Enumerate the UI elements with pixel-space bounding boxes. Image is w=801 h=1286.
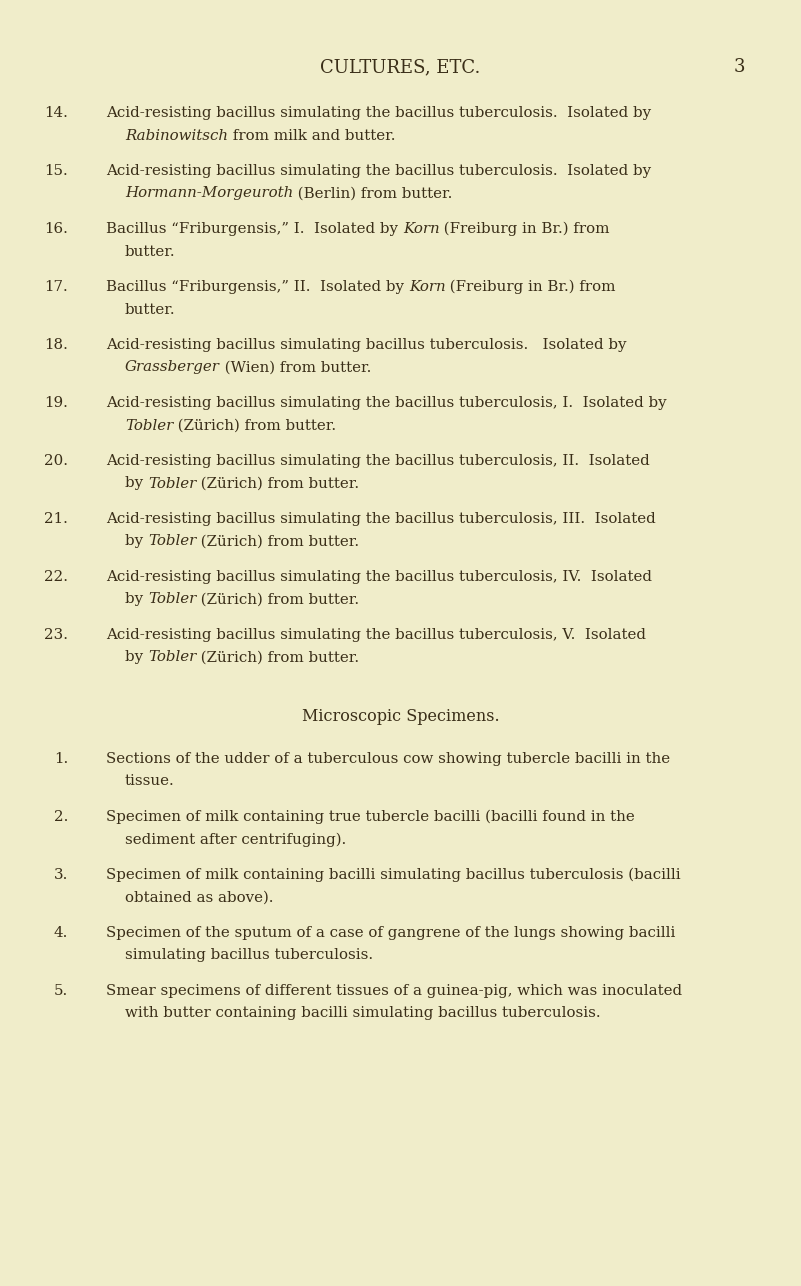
Text: tissue.: tissue. — [125, 774, 175, 788]
Text: Tobler: Tobler — [148, 535, 196, 549]
Text: by: by — [125, 593, 148, 607]
Text: 3: 3 — [734, 58, 745, 76]
Text: simulating bacillus tuberculosis.: simulating bacillus tuberculosis. — [125, 949, 373, 962]
Text: (Zürich) from butter.: (Zürich) from butter. — [196, 593, 360, 607]
Text: 16.: 16. — [44, 222, 68, 237]
Text: by: by — [125, 651, 148, 665]
Text: Acid-resisting bacillus simulating the bacillus tuberculosis, III.  Isolated: Acid-resisting bacillus simulating the b… — [106, 512, 656, 526]
Text: Specimen of the sputum of a case of gangrene of the lungs showing bacilli: Specimen of the sputum of a case of gang… — [106, 926, 675, 940]
Text: (Freiburg in Br.) from: (Freiburg in Br.) from — [445, 280, 616, 294]
Text: butter.: butter. — [125, 244, 175, 258]
Text: Bacillus “Friburgensis,” I.  Isolated by: Bacillus “Friburgensis,” I. Isolated by — [106, 222, 403, 237]
Text: Acid-resisting bacillus simulating the bacillus tuberculosis, IV.  Isolated: Acid-resisting bacillus simulating the b… — [106, 570, 652, 584]
Text: CULTURES, ETC.: CULTURES, ETC. — [320, 58, 481, 76]
Text: by: by — [125, 477, 148, 490]
Text: Rabinowitsch: Rabinowitsch — [125, 129, 228, 143]
Text: (Berlin) from butter.: (Berlin) from butter. — [293, 186, 453, 201]
Text: (Zürich) from butter.: (Zürich) from butter. — [196, 651, 360, 665]
Text: Smear specimens of different tissues of a guinea-pig, which was inoculated: Smear specimens of different tissues of … — [106, 984, 682, 998]
Text: 23.: 23. — [44, 628, 68, 642]
Text: 21.: 21. — [44, 512, 68, 526]
Text: 5.: 5. — [54, 984, 68, 998]
Text: 14.: 14. — [44, 105, 68, 120]
Text: Acid-resisting bacillus simulating bacillus tuberculosis.   Isolated by: Acid-resisting bacillus simulating bacil… — [106, 338, 626, 352]
Text: (Freiburg in Br.) from: (Freiburg in Br.) from — [440, 222, 610, 237]
Text: Acid-resisting bacillus simulating the bacillus tuberculosis, V.  Isolated: Acid-resisting bacillus simulating the b… — [106, 628, 646, 642]
Text: Tobler: Tobler — [148, 593, 196, 607]
Text: Tobler: Tobler — [125, 418, 173, 432]
Text: 4.: 4. — [54, 926, 68, 940]
Text: 15.: 15. — [44, 165, 68, 177]
Text: Specimen of milk containing true tubercle bacilli (bacilli found in the: Specimen of milk containing true tubercl… — [106, 810, 634, 824]
Text: (Zürich) from butter.: (Zürich) from butter. — [196, 535, 360, 549]
Text: Specimen of milk containing bacilli simulating bacillus tuberculosis (bacilli: Specimen of milk containing bacilli simu… — [106, 868, 681, 882]
Text: Bacillus “Friburgensis,” II.  Isolated by: Bacillus “Friburgensis,” II. Isolated by — [106, 280, 409, 294]
Text: 3.: 3. — [54, 868, 68, 882]
Text: (Zürich) from butter.: (Zürich) from butter. — [196, 477, 360, 490]
Text: Tobler: Tobler — [148, 477, 196, 490]
Text: Hormann-Morgeuroth: Hormann-Morgeuroth — [125, 186, 293, 201]
Text: Tobler: Tobler — [148, 651, 196, 665]
Text: (Zürich) from butter.: (Zürich) from butter. — [173, 418, 336, 432]
Text: 17.: 17. — [44, 280, 68, 294]
Text: Acid-resisting bacillus simulating the bacillus tuberculosis.  Isolated by: Acid-resisting bacillus simulating the b… — [106, 165, 651, 177]
Text: butter.: butter. — [125, 302, 175, 316]
Text: Microscopic Specimens.: Microscopic Specimens. — [302, 709, 499, 725]
Text: sediment after centrifuging).: sediment after centrifuging). — [125, 832, 346, 847]
Text: Korn: Korn — [403, 222, 440, 237]
Text: Acid-resisting bacillus simulating the bacillus tuberculosis, II.  Isolated: Acid-resisting bacillus simulating the b… — [106, 454, 650, 468]
Text: 2.: 2. — [54, 810, 68, 824]
Text: from milk and butter.: from milk and butter. — [228, 129, 396, 143]
Text: 22.: 22. — [44, 570, 68, 584]
Text: with butter containing bacilli simulating bacillus tuberculosis.: with butter containing bacilli simulatin… — [125, 1007, 601, 1021]
Text: 1.: 1. — [54, 752, 68, 766]
Text: Grassberger: Grassberger — [125, 360, 220, 374]
Text: Korn: Korn — [409, 280, 445, 294]
Text: Sections of the udder of a tuberculous cow showing tubercle bacilli in the: Sections of the udder of a tuberculous c… — [106, 752, 670, 766]
Text: (Wien) from butter.: (Wien) from butter. — [220, 360, 371, 374]
Text: 19.: 19. — [44, 396, 68, 410]
Text: 20.: 20. — [44, 454, 68, 468]
Text: Acid-resisting bacillus simulating the bacillus tuberculosis.  Isolated by: Acid-resisting bacillus simulating the b… — [106, 105, 651, 120]
Text: obtained as above).: obtained as above). — [125, 890, 273, 904]
Text: by: by — [125, 535, 148, 549]
Text: Acid-resisting bacillus simulating the bacillus tuberculosis, I.  Isolated by: Acid-resisting bacillus simulating the b… — [106, 396, 666, 410]
Text: 18.: 18. — [44, 338, 68, 352]
